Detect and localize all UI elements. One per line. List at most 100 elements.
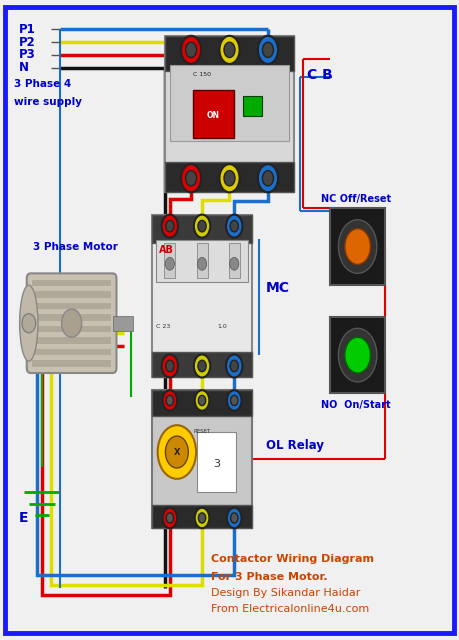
FancyBboxPatch shape [27, 273, 117, 373]
FancyBboxPatch shape [32, 303, 111, 309]
Circle shape [230, 360, 238, 372]
Circle shape [165, 257, 174, 270]
Circle shape [195, 390, 209, 411]
FancyBboxPatch shape [330, 317, 385, 394]
Text: NC Off/Reset: NC Off/Reset [321, 194, 391, 204]
Circle shape [263, 171, 274, 186]
FancyBboxPatch shape [152, 505, 252, 527]
Text: P2: P2 [19, 36, 36, 49]
Text: 3: 3 [213, 459, 220, 468]
Circle shape [230, 396, 238, 406]
Circle shape [181, 36, 201, 64]
Circle shape [22, 314, 36, 333]
FancyBboxPatch shape [152, 352, 252, 378]
Circle shape [162, 355, 178, 378]
Circle shape [226, 214, 242, 237]
FancyBboxPatch shape [32, 360, 111, 367]
Circle shape [162, 508, 177, 528]
FancyBboxPatch shape [32, 349, 111, 355]
Circle shape [166, 220, 174, 232]
FancyBboxPatch shape [193, 90, 234, 138]
Circle shape [166, 396, 174, 406]
Text: N: N [19, 61, 29, 74]
Circle shape [198, 513, 206, 523]
Circle shape [166, 513, 174, 523]
FancyBboxPatch shape [32, 291, 111, 298]
Circle shape [194, 355, 210, 378]
Circle shape [162, 390, 177, 411]
Circle shape [62, 309, 82, 337]
Text: C 150: C 150 [193, 72, 211, 77]
FancyBboxPatch shape [152, 214, 252, 243]
Text: P3: P3 [19, 49, 36, 61]
Text: From Electricalonline4u.com: From Electricalonline4u.com [211, 604, 369, 614]
FancyBboxPatch shape [32, 337, 111, 344]
Circle shape [224, 42, 235, 58]
Text: C 23: C 23 [156, 324, 171, 329]
Circle shape [345, 337, 370, 373]
Circle shape [195, 508, 209, 528]
Text: 3 Phase Motor: 3 Phase Motor [33, 241, 118, 252]
FancyBboxPatch shape [197, 432, 236, 492]
Circle shape [197, 257, 207, 270]
FancyBboxPatch shape [243, 97, 262, 116]
Circle shape [258, 36, 278, 64]
FancyBboxPatch shape [164, 243, 175, 278]
Text: RESET: RESET [193, 429, 211, 435]
Text: AB: AB [158, 244, 174, 255]
FancyBboxPatch shape [165, 162, 294, 192]
Circle shape [165, 436, 188, 468]
Circle shape [162, 214, 178, 237]
Circle shape [227, 390, 241, 411]
FancyBboxPatch shape [165, 36, 294, 71]
Bar [113, 316, 134, 331]
FancyBboxPatch shape [152, 390, 252, 527]
FancyBboxPatch shape [152, 390, 252, 416]
Circle shape [181, 164, 201, 192]
Circle shape [230, 513, 238, 523]
Circle shape [166, 360, 174, 372]
FancyBboxPatch shape [156, 240, 248, 282]
Text: OL Relay: OL Relay [266, 438, 324, 452]
Circle shape [185, 171, 196, 186]
Text: ON: ON [207, 111, 220, 120]
Text: P1: P1 [19, 23, 36, 36]
Text: MC: MC [266, 281, 290, 295]
FancyBboxPatch shape [32, 280, 111, 286]
Text: C B: C B [307, 68, 333, 82]
Circle shape [263, 42, 274, 58]
Circle shape [219, 36, 240, 64]
Ellipse shape [20, 285, 38, 361]
Circle shape [345, 228, 370, 264]
Circle shape [230, 257, 239, 270]
FancyBboxPatch shape [165, 36, 294, 192]
Circle shape [198, 396, 206, 406]
Circle shape [338, 220, 377, 273]
Circle shape [226, 355, 242, 378]
Text: For 3 Phase Motor.: For 3 Phase Motor. [211, 572, 328, 582]
Text: 3 Phase 4: 3 Phase 4 [14, 79, 72, 89]
Circle shape [198, 360, 206, 372]
FancyBboxPatch shape [32, 326, 111, 332]
FancyBboxPatch shape [152, 214, 252, 378]
FancyBboxPatch shape [196, 243, 207, 278]
FancyBboxPatch shape [170, 65, 289, 141]
Circle shape [194, 214, 210, 237]
Text: Contactor Wiring Diagram: Contactor Wiring Diagram [211, 554, 374, 564]
Circle shape [185, 42, 196, 58]
Circle shape [230, 220, 238, 232]
Circle shape [219, 164, 240, 192]
FancyBboxPatch shape [229, 243, 240, 278]
Circle shape [157, 425, 196, 479]
FancyBboxPatch shape [32, 314, 111, 321]
Text: E: E [19, 511, 28, 525]
Text: wire supply: wire supply [14, 97, 83, 107]
Text: 1.0: 1.0 [217, 324, 227, 329]
Circle shape [227, 508, 241, 528]
FancyBboxPatch shape [330, 208, 385, 285]
Circle shape [224, 171, 235, 186]
Circle shape [338, 328, 377, 382]
Circle shape [198, 220, 206, 232]
Text: X: X [174, 447, 180, 456]
Text: NO  On/Start: NO On/Start [321, 400, 391, 410]
